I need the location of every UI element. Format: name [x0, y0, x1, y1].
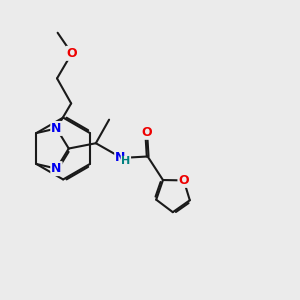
Text: N: N — [51, 122, 62, 135]
Text: H: H — [121, 157, 130, 166]
Text: O: O — [178, 174, 189, 187]
Text: O: O — [66, 47, 77, 60]
Text: O: O — [141, 126, 152, 139]
Text: N: N — [115, 151, 125, 164]
Text: N: N — [51, 162, 62, 175]
